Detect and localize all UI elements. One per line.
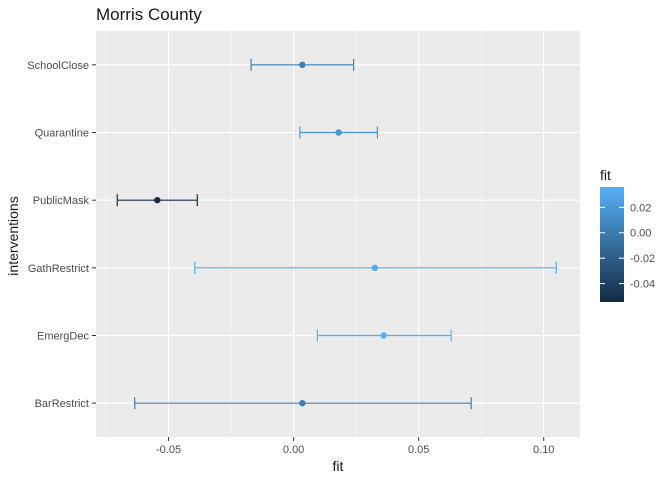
y-tick-label: PublicMask — [33, 195, 90, 207]
legend-colorbar — [600, 187, 624, 302]
y-tick-label: EmergDec — [37, 331, 89, 343]
y-tick-label: BarRestrict — [35, 398, 89, 410]
point-GathRestrict — [371, 264, 379, 272]
errorbar-SchoolClose — [250, 58, 355, 71]
point-SchoolClose — [299, 61, 306, 69]
x-axis: -0.05 0.00 0.05 0.10 — [156, 437, 554, 456]
point-EmergDec — [380, 332, 387, 339]
chart-title: Morris County — [96, 5, 202, 24]
point-BarRestrict — [299, 399, 306, 407]
x-tick-label: 0.00 — [283, 444, 304, 456]
point-PublicMask — [154, 196, 161, 204]
point-Quarantine — [335, 129, 342, 136]
errorbar-GathRestrict — [194, 261, 557, 274]
legend-tick-label: -0.02 — [630, 253, 655, 265]
x-axis-title: fit — [333, 458, 344, 474]
errorbar-BarRestrict — [134, 397, 472, 410]
y-axis-title: interventions — [5, 196, 21, 275]
legend-tick-label: 0.00 — [630, 228, 651, 240]
color-legend: fit 0.02 0.00 -0.02 -0.04 — [600, 167, 655, 302]
x-tick-label: -0.05 — [156, 444, 181, 456]
legend-tick-label: -0.04 — [630, 279, 655, 291]
errorbar-Quarantine — [299, 126, 378, 139]
y-tick-label: GathRestrict — [28, 263, 89, 275]
legend-tick-label: 0.02 — [630, 202, 651, 214]
y-tick-label: SchoolClose — [27, 60, 89, 72]
x-tick-label: 0.05 — [408, 444, 429, 456]
y-axis: SchoolClose Quarantine PublicMask GathRestr… — [27, 60, 96, 410]
plot-panel — [96, 31, 580, 437]
x-tick-label: 0.10 — [533, 444, 554, 456]
errorbar-EmergDec — [316, 329, 452, 342]
data-marks — [116, 58, 557, 410]
y-tick-label: Quarantine — [35, 128, 89, 140]
legend-title: fit — [600, 167, 611, 183]
errorbar-PublicMask — [116, 194, 198, 207]
